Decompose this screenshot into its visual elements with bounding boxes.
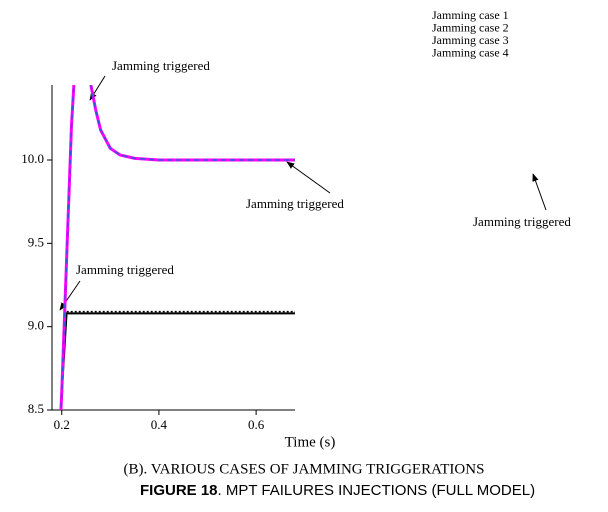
caption-text: . MPT FAILURES INJECTIONS (FULL MODEL) xyxy=(218,482,536,499)
series-line xyxy=(60,85,295,410)
x-axis-label: Time (s) xyxy=(285,434,336,450)
legend-entry: Jamming case 4 xyxy=(432,45,509,59)
arrow xyxy=(286,161,331,194)
annotation: Jamming triggered xyxy=(473,214,571,229)
y-tick-label: 9.5 xyxy=(28,234,44,249)
arrow xyxy=(532,173,547,211)
x-tick-label: 0.4 xyxy=(151,417,168,432)
series-line xyxy=(59,312,295,410)
legend-entry: Jamming case 1 xyxy=(432,8,509,22)
plot-area xyxy=(59,85,295,410)
annotation: Jamming triggered xyxy=(112,58,210,73)
caption: FIGURE 18. MPT FAILURES INJECTIONS (FULL… xyxy=(140,482,535,499)
legend-entry: Jamming case 2 xyxy=(432,20,509,34)
arrow xyxy=(59,280,81,311)
annotation: Jamming triggered xyxy=(246,196,344,211)
y-tick-label: 9.0 xyxy=(28,318,44,333)
caption-bold: FIGURE 18 xyxy=(140,482,218,499)
subtitle: (B). VARIOUS CASES OF JAMMING TRIGGERATI… xyxy=(124,461,485,477)
x-tick-label: 0.6 xyxy=(248,417,265,432)
legend-entry: Jamming case 3 xyxy=(432,33,509,47)
annotation: Jamming triggered xyxy=(76,262,174,277)
x-tick-label: 0.2 xyxy=(54,417,70,432)
y-tick-label: 10.0 xyxy=(21,151,44,166)
series-line xyxy=(60,310,295,410)
y-tick-label: 8.5 xyxy=(28,401,44,416)
